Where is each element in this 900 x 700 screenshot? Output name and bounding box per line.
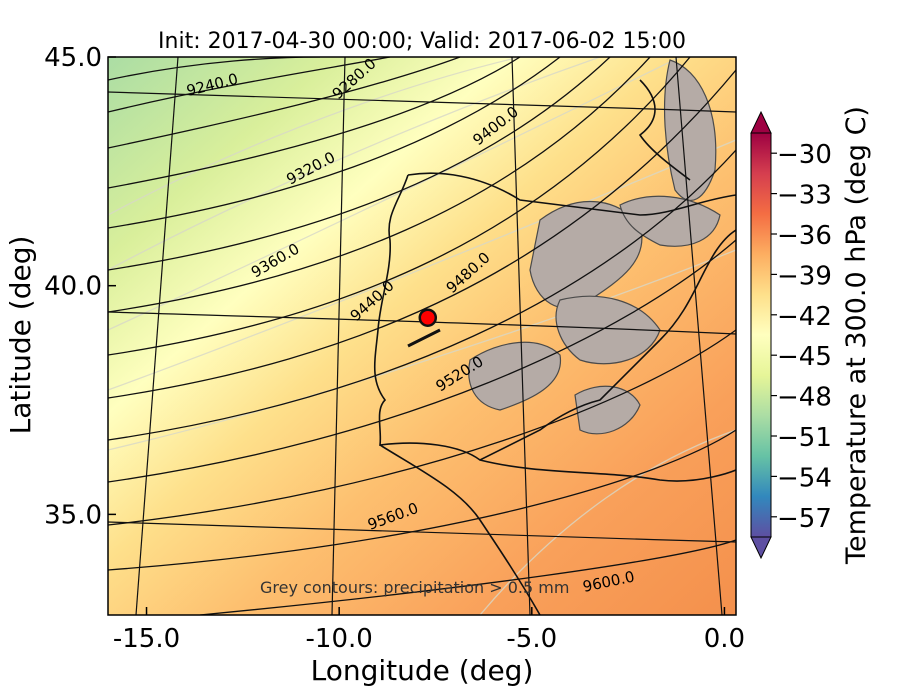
colorbar-tick-label: −30 bbox=[777, 140, 832, 170]
coastlines bbox=[373, 79, 736, 615]
map-panel: 9240.0 9280.0 9320.0 9360.0 9400.0 9440.… bbox=[108, 57, 736, 615]
colorbar-max-extension bbox=[750, 110, 772, 134]
temperature-isolines bbox=[108, 57, 736, 615]
colorbar-tick-label: −33 bbox=[777, 181, 832, 211]
colorbar-tick-label: −36 bbox=[777, 221, 832, 251]
plot-frame bbox=[107, 56, 737, 616]
colorbar-min-extension bbox=[750, 536, 772, 560]
colorbar-tick-label: −39 bbox=[777, 261, 832, 291]
colorbar-tick-label: −45 bbox=[777, 342, 832, 372]
y-axis: 45.0 40.0 35.0 bbox=[44, 43, 116, 530]
colorbar-tick-label: −42 bbox=[777, 302, 832, 332]
y-tick-label: 45.0 bbox=[44, 43, 102, 73]
x-tick-label: -5.0 bbox=[506, 624, 557, 654]
x-axis-title: Longitude (deg) bbox=[311, 654, 534, 687]
colorbar-ticks: −30 −33 −36 −39 −42 −45 −48 −51 −54 −57 bbox=[771, 140, 832, 534]
precipitation-areas bbox=[468, 59, 721, 435]
colorbar-body bbox=[750, 132, 772, 538]
y-axis-title: Latitude (deg) bbox=[4, 236, 37, 435]
x-tick-label: -15.0 bbox=[113, 624, 180, 654]
colorbar-label: Temperature at 300.0 hPa (deg C) bbox=[841, 106, 872, 565]
colorbar-tick-label: −57 bbox=[777, 504, 832, 534]
colorbar-tick-label: −54 bbox=[777, 463, 832, 493]
y-tick-label: 35.0 bbox=[44, 500, 102, 530]
colorbar: −30 −33 −36 −39 −42 −45 −48 −51 −54 −57 Temperatu… bbox=[750, 106, 872, 565]
location-marker bbox=[418, 308, 438, 327]
colorbar-tick-label: −48 bbox=[777, 383, 832, 413]
chart-title: Init: 2017-04-30 00:00; Valid: 2017-06-0… bbox=[158, 29, 686, 54]
colorbar-tick-label: −51 bbox=[777, 423, 832, 453]
x-axis: -15.0 -10.0 -5.0 0.0 bbox=[113, 607, 745, 654]
marker-stem bbox=[407, 328, 441, 348]
precipitation-note: Grey contours: precipitation > 0.5 mm bbox=[260, 578, 569, 597]
y-tick-label: 40.0 bbox=[44, 272, 102, 302]
x-tick-label: 0.0 bbox=[704, 624, 745, 654]
x-tick-label: -10.0 bbox=[306, 624, 373, 654]
